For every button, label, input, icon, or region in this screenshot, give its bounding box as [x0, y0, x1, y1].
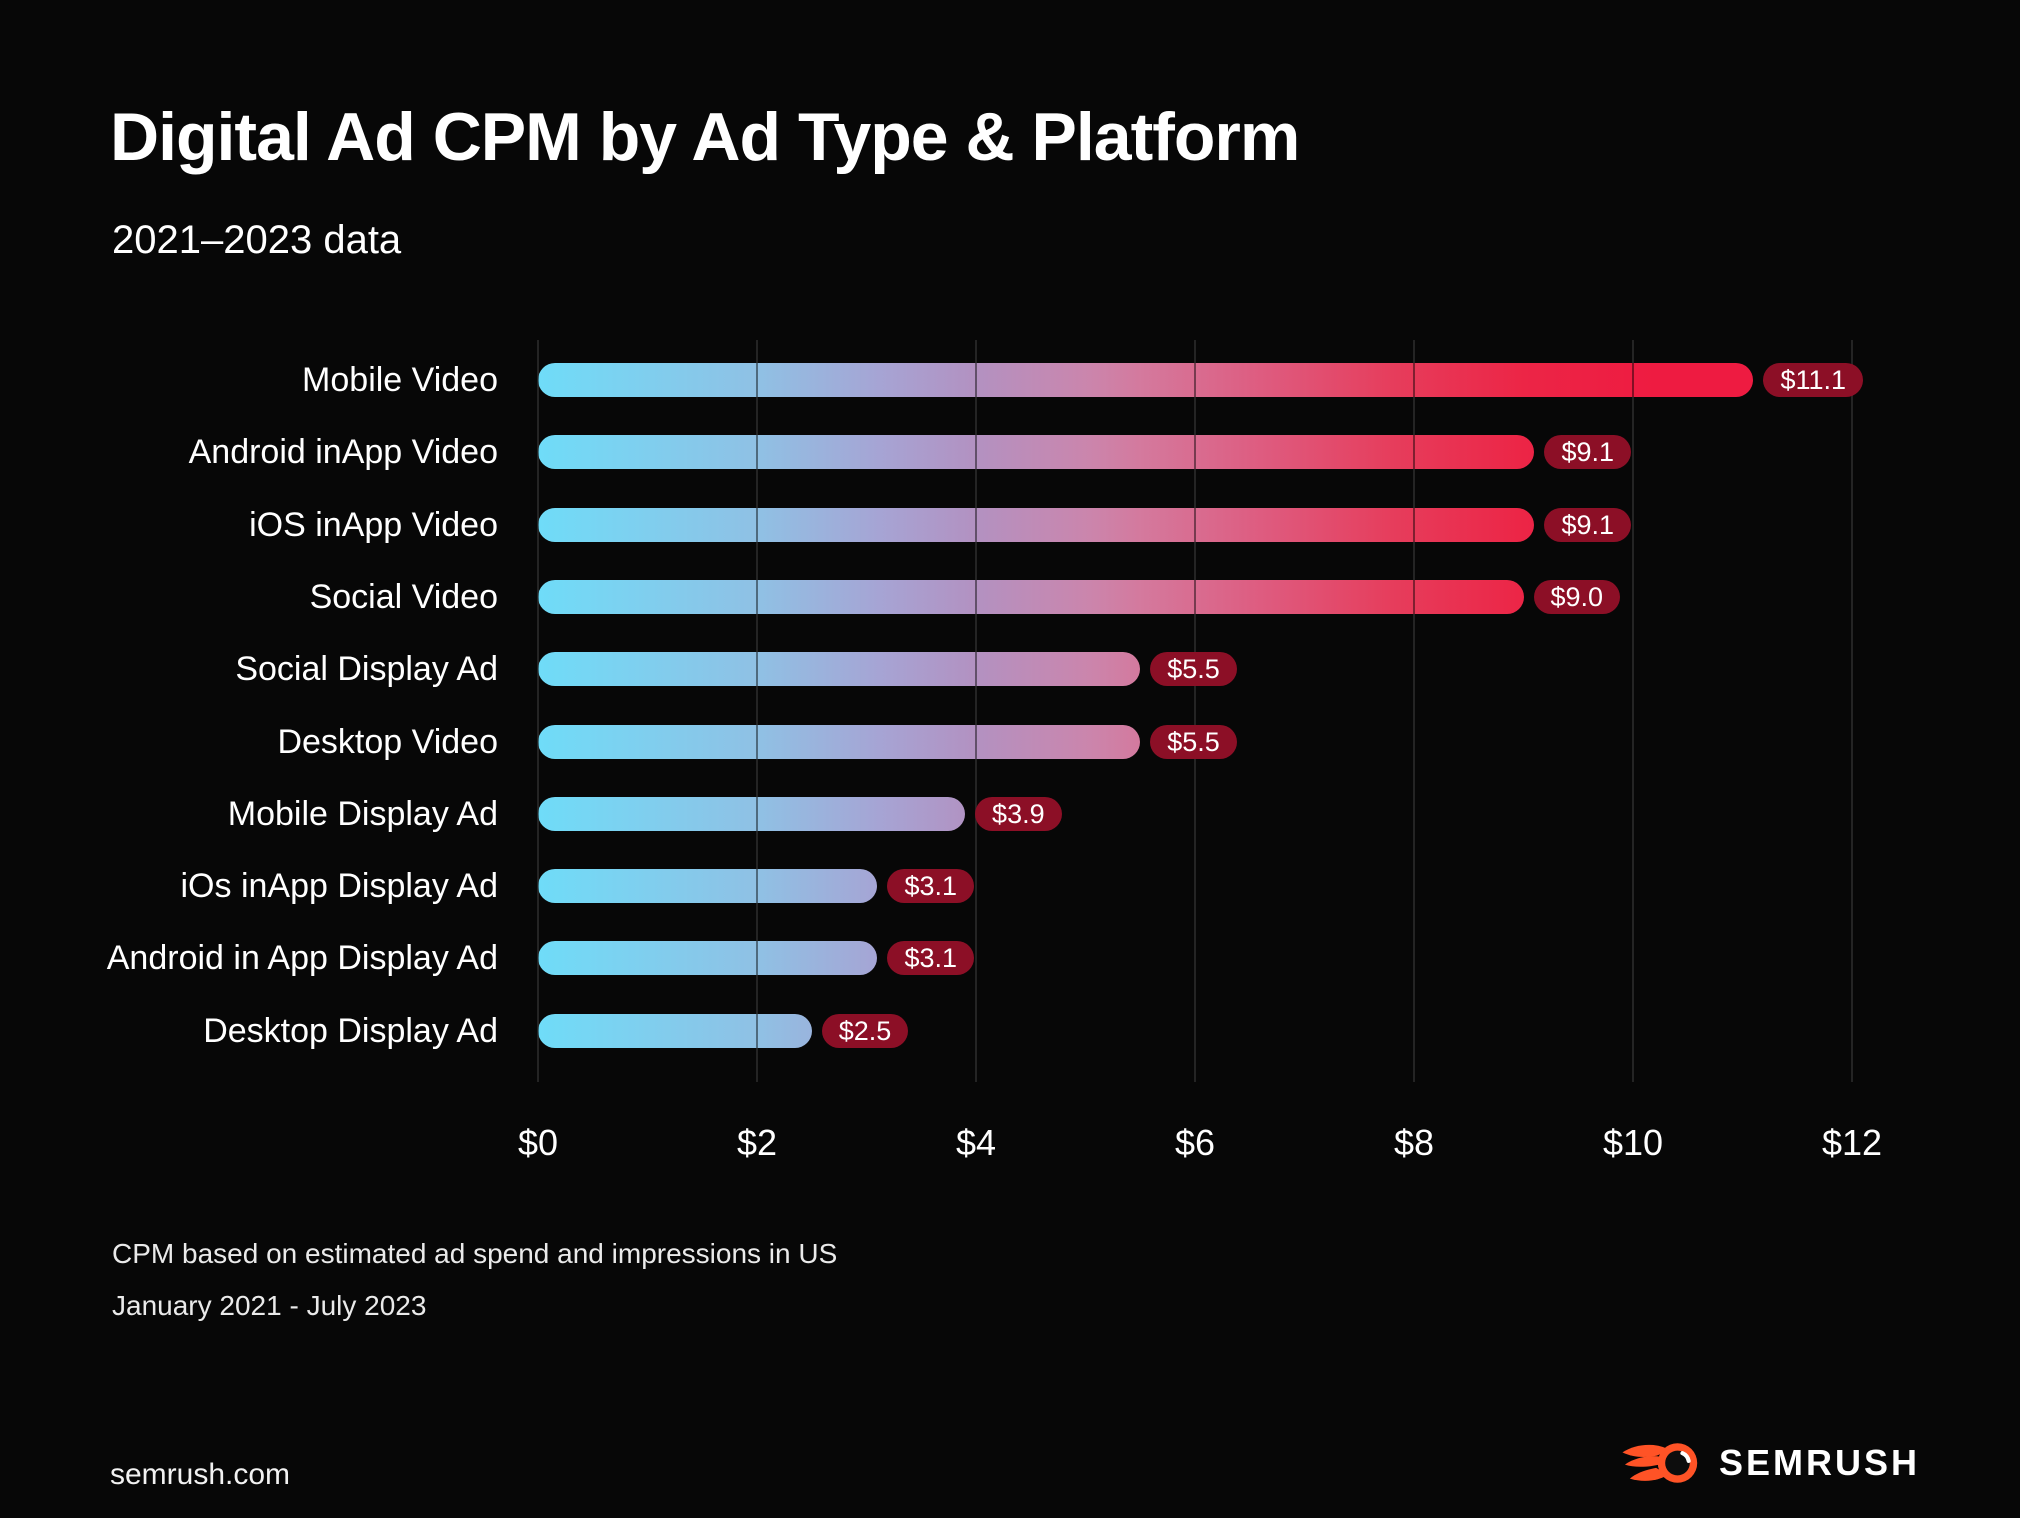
x-tick-6: $6: [1174, 1122, 1216, 1163]
category-label-android-in-app-display-ad: Android in App Display Ad: [106, 939, 498, 978]
gridline-12: [1851, 340, 1853, 1082]
x-tick-0: $0: [517, 1122, 559, 1163]
category-label-desktop-video: Desktop Video: [277, 722, 498, 761]
gridline-overlay-10: [1632, 340, 1634, 1082]
x-tick-10: $10: [1602, 1122, 1664, 1163]
category-label-desktop-display-ad: Desktop Display Ad: [203, 1011, 498, 1050]
x-tick-2: $2: [736, 1122, 778, 1163]
value-badge-desktop-video: $5.5: [1150, 724, 1237, 759]
value-badge-android-in-app-display-ad: $3.1: [887, 941, 974, 976]
footnote-line2: January 2021 - July 2023: [112, 1290, 427, 1321]
semrush-logo-text: SEMRUSH: [1718, 1442, 1920, 1483]
bar-android-in-app-display-ad: [538, 941, 878, 976]
category-labels: Mobile Video Android inApp Video iOS inApp…: [0, 340, 498, 1082]
category-label-android-inapp-video: Android inApp Video: [188, 433, 498, 472]
category-label-mobile-display-ad: Mobile Display Ad: [227, 794, 498, 833]
gridline-2: [756, 340, 758, 1082]
bar-ios-inapp-display-ad: [538, 869, 878, 904]
semrush-flame-icon: [1622, 1443, 1697, 1483]
footnote-line1: CPM based on estimated ad spend and impr…: [112, 1238, 838, 1269]
bar-social-video: [538, 579, 1524, 614]
gridline-overlay-0: [537, 340, 539, 1082]
bar-desktop-video: [538, 724, 1141, 759]
gridline-4: [975, 340, 977, 1082]
value-badge-desktop-display-ad: $2.5: [821, 1013, 909, 1048]
page-title: Digital Ad CPM by Ad Type & Platform: [110, 99, 1300, 175]
value-badge-ios-inapp-display-ad: $3.1: [887, 869, 974, 904]
gridline-overlay-4: [975, 340, 977, 1082]
gridline-overlay-6: [1194, 340, 1196, 1082]
gridline-0: [537, 340, 539, 1082]
bar-mobile-video: [538, 363, 1754, 397]
category-label-social-display-ad: Social Display Ad: [235, 650, 498, 689]
category-label-social-video: Social Video: [309, 577, 498, 616]
category-label-ios-inapp-display-ad: iOs inApp Display Ad: [180, 867, 499, 906]
value-badge-mobile-video: $11.1: [1763, 363, 1863, 397]
category-label-ios-inapp-video: iOS inApp Video: [249, 505, 498, 544]
bar-desktop-display-ad: [538, 1013, 812, 1048]
value-badge-android-inapp-video: $9.1: [1544, 435, 1631, 470]
gridline-overlay-12: [1851, 340, 1853, 1082]
bar-android-inapp-video: [538, 435, 1535, 470]
value-badge-mobile-display-ad: $3.9: [975, 796, 1062, 831]
page-subtitle: 2021–2023 data: [112, 218, 402, 262]
x-tick-8: $8: [1393, 1122, 1435, 1163]
plot-area: $11.1 $9.1 $9.1 $9.0 $5.5 $5.5 $3.9 $3.1 $3.1 $2.…: [537, 340, 1863, 1082]
gridline-overlay-8: [1413, 340, 1415, 1082]
gridline-10: [1632, 340, 1634, 1082]
site-url: semrush.com: [110, 1458, 291, 1491]
bar-social-display-ad: [538, 652, 1141, 687]
value-badge-ios-inapp-video: $9.1: [1544, 507, 1631, 542]
category-label-mobile-video: Mobile Video: [302, 361, 498, 399]
x-tick-4: $4: [955, 1122, 997, 1163]
bar-mobile-display-ad: [538, 796, 966, 831]
value-badge-social-display-ad: $5.5: [1150, 652, 1237, 687]
x-axis: $0 $2 $4 $6 $8 $10 $12: [0, 1122, 2020, 1172]
gridline-6: [1194, 340, 1196, 1082]
gridline-overlay-2: [756, 340, 758, 1082]
value-badge-social-video: $9.0: [1533, 579, 1621, 614]
semrush-logo: SEMRUSH: [1620, 1440, 1920, 1486]
gridline-8: [1413, 340, 1415, 1082]
x-tick-12: $12: [1821, 1122, 1883, 1163]
bar-ios-inapp-video: [538, 507, 1535, 542]
